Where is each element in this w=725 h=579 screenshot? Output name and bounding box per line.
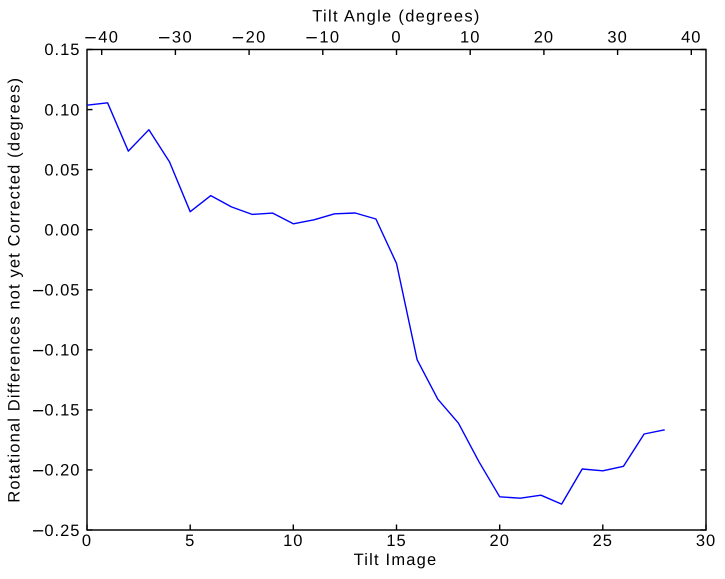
svg-text:0.20: 0.20	[44, 462, 80, 480]
svg-text:Tilt Image: Tilt Image	[354, 551, 438, 569]
svg-text:0.10: 0.10	[44, 342, 80, 360]
svg-text:Rotational Differences not yet: Rotational Differences not yet Corrected…	[6, 77, 24, 503]
svg-text:10: 10	[283, 532, 303, 550]
svg-text:0.15: 0.15	[44, 402, 80, 420]
svg-text:30: 30	[172, 29, 193, 47]
svg-text:5: 5	[185, 532, 195, 550]
svg-text:40: 40	[98, 29, 119, 47]
svg-text:0.25: 0.25	[44, 522, 80, 540]
svg-text:0: 0	[391, 29, 401, 47]
svg-text:10: 10	[460, 29, 480, 47]
svg-text:0.05: 0.05	[44, 161, 80, 179]
svg-text:0.15: 0.15	[44, 41, 80, 59]
svg-text:20: 20	[490, 532, 510, 550]
svg-text:0: 0	[82, 532, 92, 550]
svg-text:Tilt Angle (degrees): Tilt Angle (degrees)	[312, 8, 480, 26]
svg-text:20: 20	[534, 29, 554, 47]
svg-text:0.05: 0.05	[44, 282, 80, 300]
svg-text:20: 20	[246, 29, 267, 47]
svg-text:0.00: 0.00	[44, 221, 80, 239]
svg-text:40: 40	[681, 29, 701, 47]
svg-text:0.10: 0.10	[44, 101, 80, 119]
svg-text:15: 15	[386, 532, 406, 550]
svg-text:30: 30	[696, 532, 716, 550]
svg-text:30: 30	[607, 29, 627, 47]
svg-text:25: 25	[593, 532, 613, 550]
svg-text:10: 10	[319, 29, 340, 47]
